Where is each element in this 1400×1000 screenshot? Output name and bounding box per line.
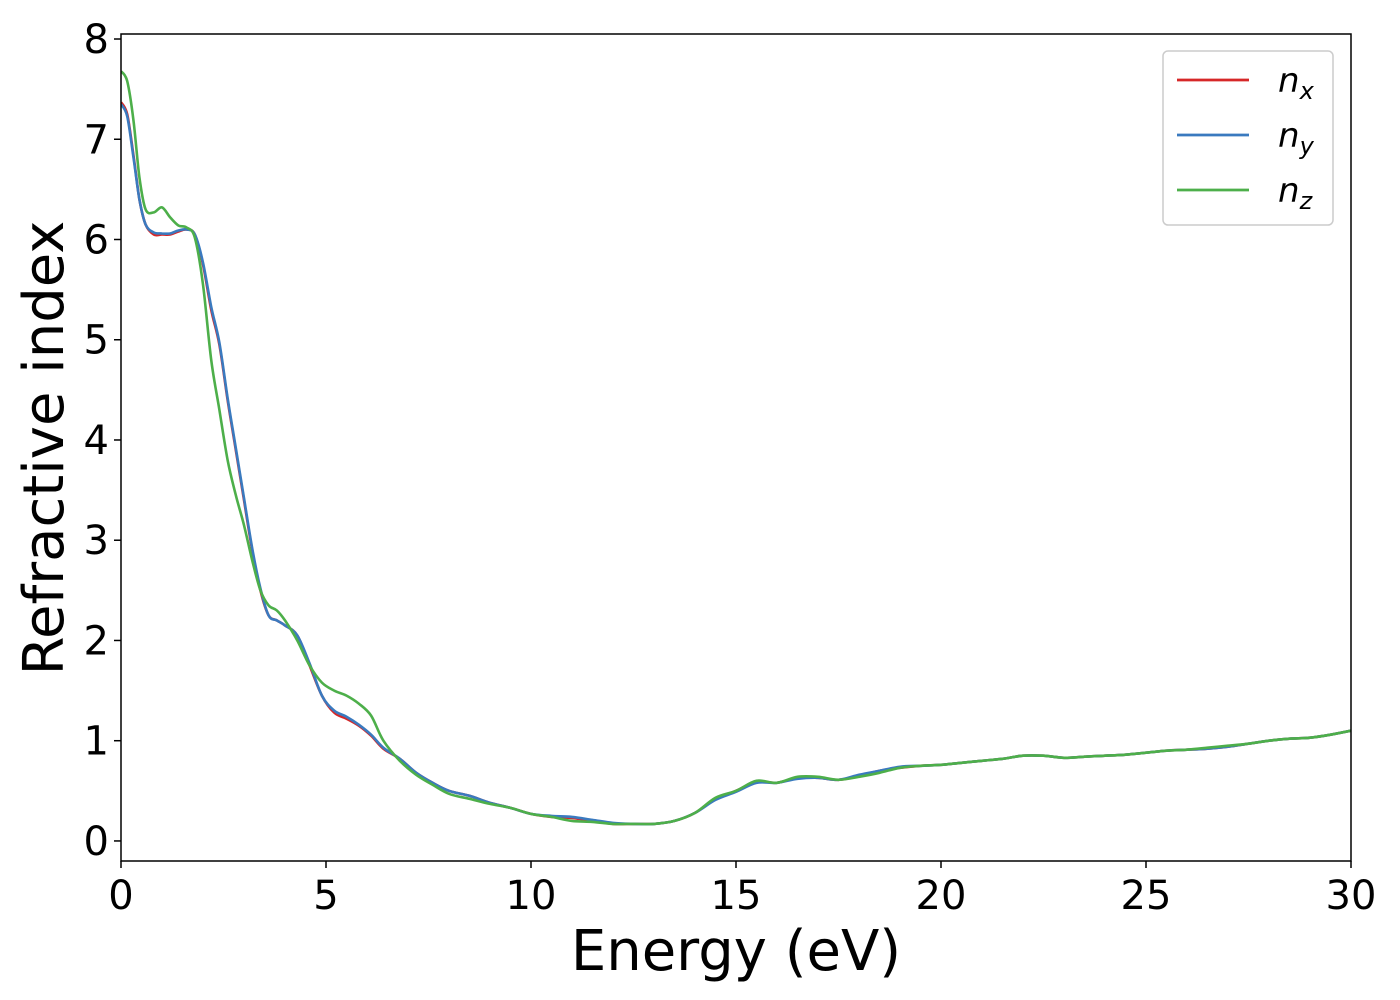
x-tick-label: 10 <box>506 873 557 919</box>
x-tick-label: 5 <box>313 873 338 919</box>
x-tick-label: 30 <box>1326 873 1377 919</box>
y-tick-label: 0 <box>84 819 109 865</box>
y-tick-label: 7 <box>84 117 109 163</box>
x-tick-label: 25 <box>1121 873 1172 919</box>
x-axis-label: Energy (eV) <box>571 919 901 984</box>
y-tick-label: 4 <box>84 418 109 464</box>
x-tick-label: 20 <box>916 873 967 919</box>
legend-label-x: nx <box>1278 61 1315 105</box>
y-tick-label: 6 <box>84 217 109 263</box>
legend-label-y: ny <box>1278 116 1315 160</box>
x-tick-label: 0 <box>108 873 133 919</box>
legend-box <box>1162 50 1334 226</box>
y-tick-label: 3 <box>84 518 109 564</box>
legend: nx ny nz <box>1162 50 1334 226</box>
y-tick-label: 1 <box>84 719 109 765</box>
x-tick-label: 15 <box>711 873 762 919</box>
y-tick-label: 5 <box>84 318 109 364</box>
y-axis-label: Refractive index <box>12 221 77 676</box>
legend-label-z: nz <box>1278 171 1314 215</box>
series-line-n-z <box>121 70 1351 826</box>
plot-background <box>121 34 1351 861</box>
y-tick-label: 8 <box>84 17 109 63</box>
y-tick-label: 2 <box>84 618 109 664</box>
